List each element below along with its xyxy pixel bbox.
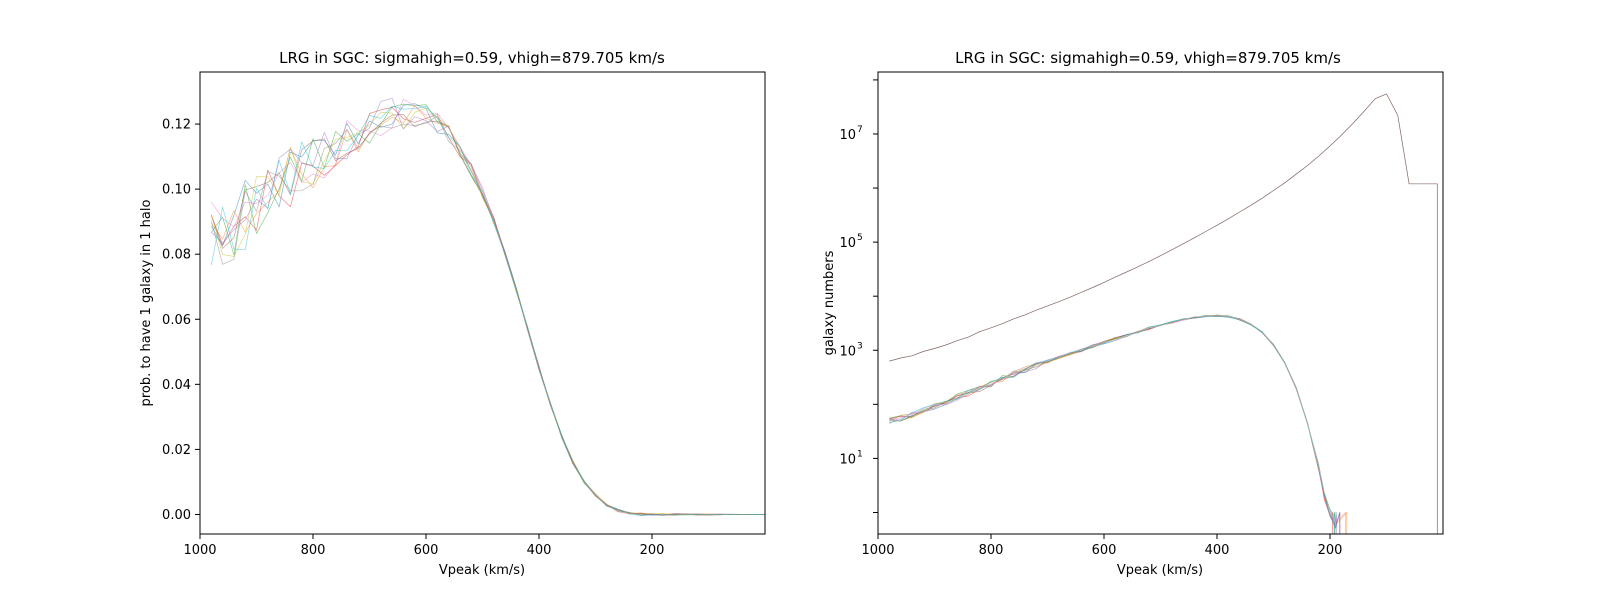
- left-axes: 1000 800 600 400 200 0.00 0.02 0.04 0.06 0.08 0.10…: [162, 118, 664, 558]
- right-x-tick-label: 600: [1092, 543, 1117, 558]
- right-x-tick-label: 400: [1205, 543, 1230, 558]
- left-x-tick-label: 1000: [183, 543, 216, 558]
- left-series-line: [211, 105, 766, 516]
- right-y-tick-label: 10: [839, 452, 856, 467]
- right-halo-line: [889, 93, 1438, 534]
- left-y-tick-label: 0.06: [162, 313, 191, 328]
- right-y-tick-label: 10: [839, 344, 856, 359]
- left-x-tick-label: 200: [640, 543, 665, 558]
- right-x-axis-label: Vpeak (km/s): [1117, 563, 1203, 578]
- left-series-line: [210, 107, 766, 516]
- left-x-tick-label: 800: [301, 543, 326, 558]
- right-galaxy-line: [889, 316, 1337, 534]
- right-galaxy-line: [889, 314, 1337, 534]
- left-y-tick-label: 0.04: [162, 378, 191, 393]
- right-y-tick-exponent: 3: [857, 341, 863, 351]
- left-y-tick-label: 0.10: [162, 183, 191, 198]
- left-chart-panel: LRG in SGC: sigmahigh=0.59, vhigh=879.70…: [139, 49, 766, 578]
- right-x-tick-label: 200: [1318, 543, 1343, 558]
- left-x-axis-label: Vpeak (km/s): [439, 563, 525, 578]
- right-galaxy-line: [889, 314, 1337, 534]
- right-galaxy-line: [889, 315, 1338, 534]
- left-y-tick-label: 0.12: [162, 118, 191, 133]
- right-y-tick-exponent: 7: [857, 125, 863, 135]
- right-plot-area: [889, 93, 1438, 534]
- right-galaxy-line: [889, 315, 1348, 534]
- right-y-axis-label: galaxy numbers: [822, 250, 837, 355]
- left-x-tick-label: 600: [414, 543, 439, 558]
- left-series-line: [211, 97, 765, 516]
- left-plot-frame: [199, 71, 766, 535]
- left-series-line: [211, 98, 765, 516]
- right-y-tick-label: 10: [839, 236, 856, 251]
- right-galaxy-line: [889, 315, 1337, 534]
- right-galaxy-line: [889, 315, 1346, 534]
- right-x-tick-label: 1000: [861, 543, 894, 558]
- left-y-tick-label: 0.08: [162, 248, 191, 263]
- right-chart-panel: LRG in SGC: sigmahigh=0.59, vhigh=879.70…: [822, 49, 1444, 578]
- right-halo-line: [889, 93, 1438, 534]
- right-plot-frame: [877, 71, 1444, 535]
- left-plot-area: [210, 97, 766, 516]
- left-y-tick-label: 0.02: [162, 443, 191, 458]
- left-chart-title: LRG in SGC: sigmahigh=0.59, vhigh=879.70…: [279, 49, 665, 67]
- left-series-line: [211, 103, 765, 516]
- left-x-tick-label: 400: [527, 543, 552, 558]
- right-y-tick-exponent: 1: [857, 449, 863, 459]
- right-galaxy-line: [889, 315, 1341, 534]
- left-y-tick-label: 0.00: [162, 508, 191, 523]
- right-x-tick-label: 800: [979, 543, 1004, 558]
- left-y-axis-label: prob. to have 1 galaxy in 1 halo: [139, 200, 154, 407]
- right-y-tick-label: 10: [839, 128, 856, 143]
- right-galaxy-line: [889, 315, 1341, 534]
- right-chart-title: LRG in SGC: sigmahigh=0.59, vhigh=879.70…: [955, 49, 1341, 67]
- right-galaxy-line: [889, 315, 1337, 534]
- right-y-tick-exponent: 5: [857, 233, 863, 243]
- left-series-line: [210, 105, 766, 516]
